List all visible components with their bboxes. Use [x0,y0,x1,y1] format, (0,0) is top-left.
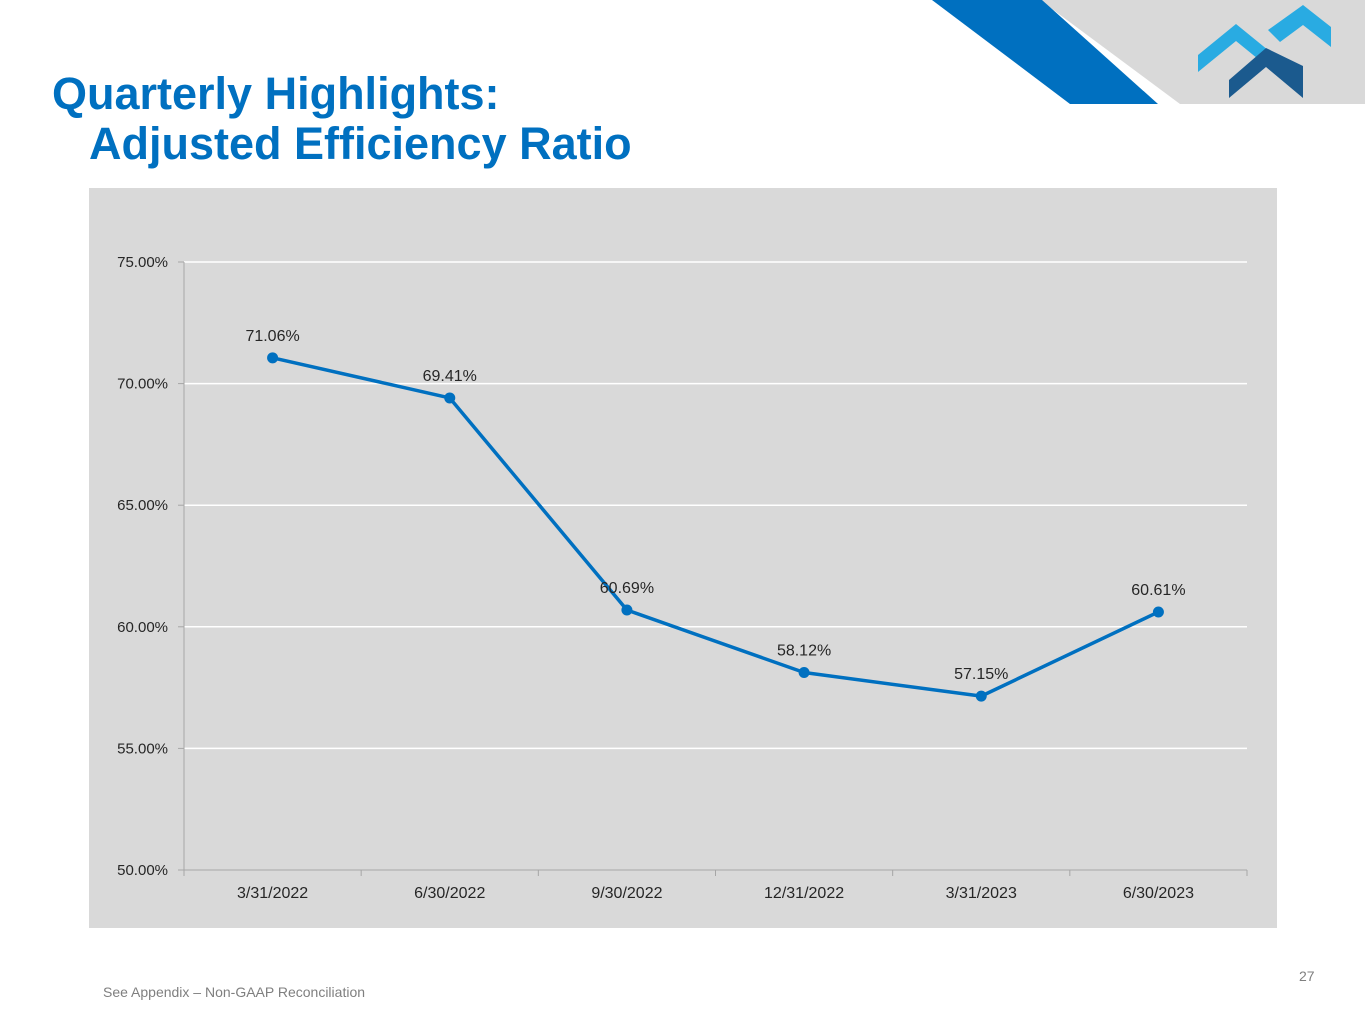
logo-light-chevron [1198,24,1274,72]
page-title: Quarterly Highlights: [52,68,500,119]
x-tick-label: 6/30/2023 [1123,885,1194,902]
x-tick-label: 6/30/2022 [414,885,485,902]
y-tick-label: 50.00% [117,862,168,879]
logo-light-peak [1268,5,1331,47]
x-tick-label: 12/31/2022 [764,885,844,902]
footnote: See Appendix – Non-GAAP Reconciliation [103,984,366,1000]
x-tick-label: 3/31/2022 [237,885,308,902]
page-number: 27 [1299,968,1315,984]
y-tick-label: 65.00% [117,497,168,514]
axes [183,262,1247,871]
y-tick-label: 60.00% [117,619,168,636]
data-point [444,392,456,404]
y-tick-label: 75.00% [117,254,168,271]
header-blue-stripe [932,0,1158,104]
data-label: 69.41% [423,368,477,385]
logo-dark-chevron [1229,48,1303,98]
x-tick-labels: 3/31/2022 6/30/2022 9/30/2022 12/31/2022 3/3… [183,870,1248,902]
data-label: 60.69% [600,580,654,597]
data-point [975,690,987,702]
data-label: 58.12% [777,643,831,660]
x-tick-label: 9/30/2022 [591,885,662,902]
data-points [267,352,1164,702]
company-logo [1198,5,1331,98]
header-decoration [932,0,1365,104]
series-line [272,356,1160,698]
data-point [798,667,810,679]
x-tick-label: 3/31/2023 [946,885,1017,902]
data-labels: 71.06% 69.41% 60.69% 58.12% 57.15% 60.61% [245,328,1185,683]
data-label: 60.61% [1131,582,1185,599]
data-point [267,352,279,364]
data-label: 71.06% [245,328,299,345]
data-point [1152,606,1164,618]
gridlines [178,261,1247,871]
y-tick-labels: 50.00% 55.00% 60.00% 65.00% 70.00% 75.00% [117,254,168,879]
page-subtitle: Adjusted Efficiency Ratio [89,118,632,169]
y-tick-label: 70.00% [117,376,168,393]
y-tick-label: 55.00% [117,740,168,757]
efficiency-ratio-chart: 50.00% 55.00% 60.00% 65.00% 70.00% 75.00% 3/3… [117,254,1248,902]
data-point [621,604,633,616]
data-label: 57.15% [954,666,1008,683]
chart-area: 50.00% 55.00% 60.00% 65.00% 70.00% 75.00% 3/3… [89,188,1277,928]
